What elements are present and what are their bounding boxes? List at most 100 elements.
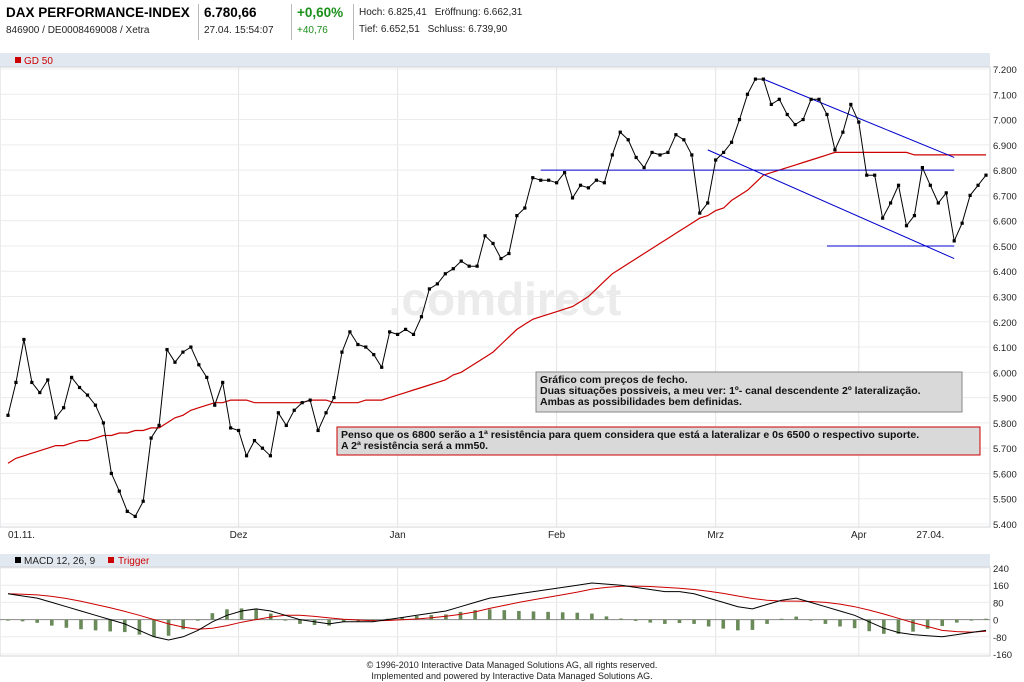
price-point [388, 330, 392, 334]
macd-hist-bar [239, 608, 244, 620]
macd-hist-bar [575, 612, 580, 620]
price-point [396, 332, 400, 337]
price-point [149, 436, 153, 440]
macd-hist-bar [6, 619, 10, 621]
stats-row-1: Hoch: 6.825,41 Eröffnung: 6.662,31 [359, 4, 539, 21]
price-point [213, 403, 217, 407]
price-point [578, 183, 583, 187]
x-tick-label: Dez [230, 530, 248, 541]
price-point [316, 428, 320, 433]
footer: © 1996-2010 Interactive Data Managed Sol… [0, 660, 1024, 682]
trend-line [707, 149, 955, 260]
price-point [626, 138, 630, 142]
price-point [865, 173, 869, 177]
price-point [348, 330, 352, 334]
current-price: 6.780,66 [204, 5, 257, 20]
price-point [658, 153, 662, 157]
price-point [618, 130, 622, 134]
price-point [173, 360, 177, 364]
price-point [427, 287, 432, 291]
schluss-value: 6.739,90 [468, 24, 508, 35]
price-point [189, 345, 193, 349]
price-point [229, 426, 233, 430]
price-point [825, 112, 829, 117]
macd-hist-bar [896, 619, 901, 634]
price-point [928, 183, 932, 187]
macd-y-tick-label: 80 [993, 598, 1004, 609]
annotation-text: Ambas as possibilidades bem definidas. [540, 396, 742, 408]
macd-legend-swatch [15, 557, 21, 563]
macd-hist-bar [444, 614, 448, 620]
macd-hist-bar [955, 619, 959, 623]
watermark-text: .comdirect [389, 273, 622, 325]
price-point [372, 353, 376, 357]
macd-hist-bar [210, 613, 215, 620]
price-point [499, 256, 503, 261]
index-id: 846900 / DE0008469008 / Xetra [6, 25, 150, 36]
y-tick-label: 6.100 [993, 343, 1017, 354]
price-point [920, 165, 924, 170]
annotation-box-1 [535, 371, 963, 413]
x-tick-label: Apr [851, 530, 867, 541]
macd-hist-bar [940, 619, 945, 627]
macd-hist-bar [560, 612, 565, 620]
y-tick-label: 6.000 [993, 368, 1017, 379]
macd-hist-bar [823, 619, 828, 624]
price-point [634, 155, 638, 160]
price-point [984, 173, 988, 177]
y-tick-label: 6.900 [993, 141, 1017, 152]
macd-hist-bar [108, 619, 112, 632]
price-point [380, 365, 384, 369]
price-point [117, 489, 121, 493]
macd-y-tick-label: -80 [993, 633, 1007, 644]
macd-hist-bar [487, 609, 492, 620]
price-point [109, 471, 113, 476]
price-point [555, 181, 559, 185]
macd-hist-bar [969, 619, 974, 621]
eroeffnung-label: Eröffnung: [434, 7, 481, 18]
x-tick-label: 01.11. [8, 530, 35, 541]
y-tick-label: 5.700 [993, 444, 1017, 455]
macd-hist-bar [546, 611, 550, 620]
macd-hist-bar [195, 619, 200, 621]
price-point [698, 211, 702, 215]
price-point [539, 178, 543, 182]
macd-hist-bar [93, 619, 98, 631]
schluss-label: Schluss: [427, 24, 466, 35]
price-point [944, 191, 948, 195]
price-point [809, 97, 813, 101]
price-point [706, 201, 710, 205]
eroeffnung-value: 6.662,31 [483, 7, 523, 18]
price-point [70, 375, 74, 379]
chart-svg: GD 50 01.11. Dez Jan Feb Mrz Apr 27.04. 7.200 7.1… [0, 53, 1017, 658]
price-point [475, 264, 479, 268]
y-tick-label: 5.500 [993, 495, 1017, 506]
price-point [682, 138, 686, 142]
price-point [364, 345, 368, 349]
price-point [674, 133, 678, 137]
quote-header: DAX PERFORMANCE-INDEX 846900 / DE0008469… [0, 0, 1024, 44]
macd-hist-bar [911, 619, 915, 632]
price-point [101, 421, 106, 425]
price-point [833, 148, 837, 152]
price-point [14, 380, 18, 385]
price-point [411, 332, 416, 337]
tief-label: Tief: [359, 24, 379, 35]
macd-legend-label: MACD 12, 26, 9 [24, 556, 96, 567]
tief-value: 6.652,51 [380, 24, 420, 35]
price-point [284, 423, 288, 428]
macd-hist-bar [633, 619, 638, 621]
macd-hist-bar [721, 619, 726, 629]
price-point [125, 509, 129, 513]
price-point [260, 446, 265, 450]
y-tick-label: 5.600 [993, 469, 1017, 480]
price-point [22, 337, 26, 342]
price-point [157, 423, 161, 428]
price-point [459, 259, 463, 263]
macd-hist-bar [882, 619, 886, 634]
price-point [300, 401, 304, 405]
price-point [896, 183, 901, 187]
price-point [30, 380, 34, 385]
price-point [714, 158, 718, 162]
price-point [244, 454, 249, 458]
